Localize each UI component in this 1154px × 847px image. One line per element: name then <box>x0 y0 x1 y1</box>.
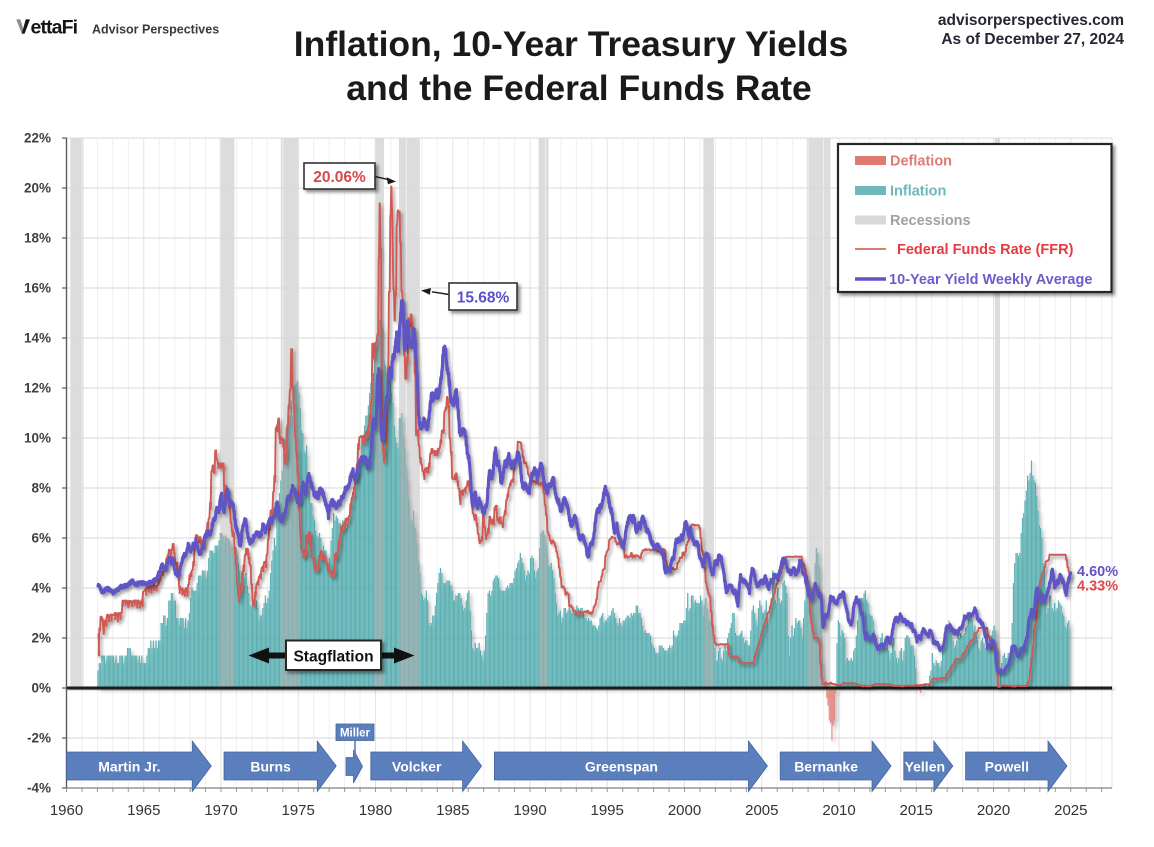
svg-text:2015: 2015 <box>900 802 933 819</box>
svg-text:1965: 1965 <box>127 802 160 819</box>
svg-text:2010: 2010 <box>822 802 855 819</box>
svg-text:4%: 4% <box>31 581 51 596</box>
svg-text:Stagflation: Stagflation <box>293 649 373 666</box>
svg-text:2025: 2025 <box>1054 802 1087 819</box>
svg-text:15.68%: 15.68% <box>457 290 510 307</box>
svg-text:20%: 20% <box>24 181 51 196</box>
svg-text:-4%: -4% <box>27 781 51 796</box>
svg-text:Recessions: Recessions <box>890 213 971 229</box>
svg-text:22%: 22% <box>24 131 51 146</box>
svg-text:ettaFi: ettaFi <box>31 17 78 39</box>
svg-text:14%: 14% <box>24 331 51 346</box>
svg-text:16%: 16% <box>24 281 51 296</box>
svg-text:-2%: -2% <box>27 731 51 746</box>
svg-text:4.33%: 4.33% <box>1077 579 1118 595</box>
svg-text:12%: 12% <box>24 381 51 396</box>
svg-text:Volcker: Volcker <box>392 759 442 775</box>
svg-text:0%: 0% <box>31 681 51 696</box>
svg-text:Miller: Miller <box>340 728 371 740</box>
svg-text:Powell: Powell <box>985 759 1029 775</box>
svg-text:2000: 2000 <box>668 802 701 819</box>
svg-text:1970: 1970 <box>204 802 237 819</box>
svg-text:8%: 8% <box>31 481 51 496</box>
svg-text:Yellen: Yellen <box>905 759 945 775</box>
svg-text:Burns: Burns <box>250 759 291 775</box>
svg-text:Inflation, 10-Year Treasury Yi: Inflation, 10-Year Treasury Yields <box>294 24 848 64</box>
svg-text:1960: 1960 <box>50 802 83 819</box>
svg-text:and the Federal Funds Rate: and the Federal Funds Rate <box>346 68 812 108</box>
svg-text:Greenspan: Greenspan <box>585 759 658 775</box>
svg-text:6%: 6% <box>31 531 51 546</box>
svg-text:2005: 2005 <box>745 802 778 819</box>
svg-text:As of December 27, 2024: As of December 27, 2024 <box>941 31 1124 48</box>
svg-text:1980: 1980 <box>359 802 392 819</box>
svg-text:20.06%: 20.06% <box>313 169 366 186</box>
svg-text:Martin Jr.: Martin Jr. <box>98 759 160 775</box>
svg-text:2%: 2% <box>31 631 51 646</box>
svg-text:10-Year Yield Weekly Average: 10-Year Yield Weekly Average <box>889 272 1092 288</box>
svg-text:Deflation: Deflation <box>890 154 952 170</box>
svg-text:Bernanke: Bernanke <box>794 759 858 775</box>
svg-text:Federal Funds Rate (FFR): Federal Funds Rate (FFR) <box>897 242 1074 258</box>
svg-text:10%: 10% <box>24 431 51 446</box>
svg-text:4.60%: 4.60% <box>1077 564 1118 580</box>
svg-text:1975: 1975 <box>282 802 315 819</box>
svg-text:1995: 1995 <box>591 802 624 819</box>
svg-text:advisorperspectives.com: advisorperspectives.com <box>938 12 1124 29</box>
svg-text:Inflation: Inflation <box>890 184 946 200</box>
svg-text:18%: 18% <box>24 231 51 246</box>
svg-text:1990: 1990 <box>513 802 546 819</box>
svg-text:Advisor Perspectives: Advisor Perspectives <box>92 23 219 37</box>
svg-text:1985: 1985 <box>436 802 469 819</box>
svg-text:2020: 2020 <box>977 802 1010 819</box>
